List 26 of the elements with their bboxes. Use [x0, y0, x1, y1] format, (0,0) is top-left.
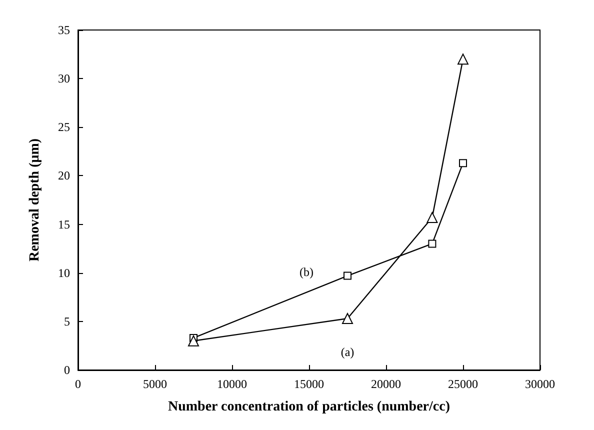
y-tick-label: 15 [58, 217, 70, 232]
x-tick-label: 5000 [143, 377, 167, 391]
y-tick-label: 0 [64, 363, 70, 377]
y-tick-label: 10 [58, 266, 70, 280]
x-tick-label: 20000 [371, 377, 401, 391]
point [428, 240, 436, 248]
x-tick-label: 25000 [448, 377, 478, 391]
y-tick-label: 35 [58, 23, 70, 37]
series-label: (a) [340, 345, 354, 360]
x-tick-label: 15000 [294, 377, 324, 391]
point [342, 313, 353, 324]
point [344, 272, 352, 280]
point [188, 335, 199, 346]
x-tick-label: 30000 [525, 377, 555, 391]
series-label: (b) [300, 264, 314, 279]
x-tick-label: 0 [75, 377, 81, 391]
y-tick-label: 20 [58, 168, 70, 183]
y-tick-label: 25 [58, 120, 70, 134]
point [426, 212, 438, 223]
x-tick-label: 10000 [217, 377, 247, 391]
x-axis-title: Number concentration of particles (number/cc) [168, 400, 450, 414]
y-tick-label: 5 [64, 314, 70, 328]
y-axis-title: Removal depth (μm) [28, 138, 42, 262]
point [459, 159, 467, 168]
y-tick-label: 30 [58, 72, 70, 86]
point [458, 54, 468, 65]
